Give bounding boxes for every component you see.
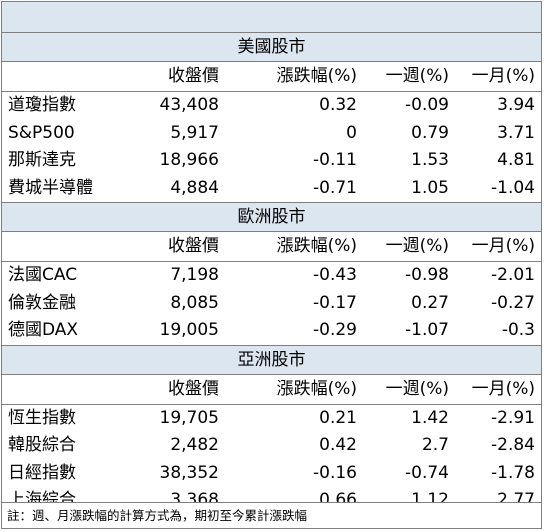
close-value: 18,966 (159, 150, 219, 170)
footnote: 註：週、月漲跌幅的計算方式為，期初至今累計漲跌幅 (2, 502, 541, 528)
header-week: 一週(%) (385, 66, 449, 86)
column-header-row: 收盤價 漲跌幅(%) 一週(%) 一月(%) (2, 375, 541, 405)
table-row: 費城半導體 4,884 -0.71 1.05 -1.04 (2, 175, 541, 203)
table-row: 日經指數 38,352 -0.16 -0.74 -1.78 (2, 460, 541, 488)
month-value: -2.01 (491, 265, 535, 285)
month-value: 3.94 (497, 95, 535, 115)
close-value: 2,482 (170, 435, 219, 455)
close-value: 4,884 (170, 177, 219, 198)
change-value: 0.32 (319, 95, 357, 115)
table-row: 德國DAX 19,005 -0.29 -1.07 -0.3 (2, 317, 541, 345)
header-month: 一月(%) (471, 66, 535, 86)
change-value: -0.11 (313, 150, 357, 170)
index-name: 日經指數 (8, 462, 76, 483)
section-us: 美國股市 收盤價 漲跌幅(%) 一週(%) 一月(%) 道瓊指數 43,408 … (2, 33, 541, 202)
header-month: 一月(%) (471, 378, 535, 399)
close-value: 5,917 (170, 122, 219, 143)
header-close: 收盤價 (168, 236, 219, 256)
header-change: 漲跌幅(%) (276, 236, 357, 256)
month-value: -2.91 (491, 407, 535, 428)
week-value: 0.79 (411, 122, 449, 143)
table-row: 道瓊指數 43,408 0.32 -0.09 3.94 (2, 92, 541, 120)
table-row: 法國CAC 7,198 -0.43 -0.98 -2.01 (2, 262, 541, 290)
table-row: 那斯達克 18,966 -0.11 1.53 4.81 (2, 147, 541, 175)
week-value: -0.74 (405, 462, 449, 483)
week-value: -1.07 (405, 320, 449, 340)
index-name: 費城半導體 (8, 177, 93, 198)
table-row: 恆生指數 19,705 0.21 1.42 -2.91 (2, 405, 541, 433)
header-close: 收盤價 (168, 378, 219, 399)
week-value: 2.7 (421, 435, 449, 455)
section-asia: 亞洲股市 收盤價 漲跌幅(%) 一週(%) 一月(%) 恆生指數 19,705 … (2, 344, 541, 515)
month-value: -1.04 (491, 177, 535, 198)
index-name: 道瓊指數 (8, 95, 76, 115)
column-header-row: 收盤價 漲跌幅(%) 一週(%) 一月(%) (2, 232, 541, 262)
change-value: 0 (346, 122, 357, 143)
week-value: 0.27 (411, 292, 449, 313)
header-month: 一月(%) (471, 236, 535, 256)
month-value: -1.78 (491, 462, 535, 483)
close-value: 19,005 (159, 320, 219, 340)
header-close: 收盤價 (168, 66, 219, 86)
index-name: 韓股綜合 (8, 435, 76, 455)
close-value: 7,198 (170, 265, 219, 285)
table-row: 倫敦金融 8,085 -0.17 0.27 -0.27 (2, 290, 541, 318)
week-value: -0.09 (405, 95, 449, 115)
week-value: -0.98 (405, 265, 449, 285)
month-value: -2.84 (491, 435, 535, 455)
change-value: 0.42 (319, 435, 357, 455)
header-change: 漲跌幅(%) (276, 66, 357, 86)
column-header-row: 收盤價 漲跌幅(%) 一週(%) 一月(%) (2, 62, 541, 92)
month-value: -0.3 (501, 320, 535, 340)
table-top-bar (2, 2, 541, 33)
index-name: 那斯達克 (8, 150, 76, 170)
change-value: -0.16 (313, 462, 357, 483)
change-value: -0.71 (313, 177, 357, 198)
section-title: 歐洲股市 (2, 202, 541, 232)
index-name: 德國DAX (8, 320, 79, 340)
close-value: 19,705 (159, 407, 219, 428)
month-value: 3.71 (497, 122, 535, 143)
section-europe: 歐洲股市 收盤價 漲跌幅(%) 一週(%) 一月(%) 法國CAC 7,198 … (2, 202, 541, 345)
header-change: 漲跌幅(%) (276, 378, 357, 399)
week-value: 1.05 (411, 177, 449, 198)
index-name: 法國CAC (8, 265, 78, 285)
section-title: 美國股市 (2, 33, 541, 62)
header-week: 一週(%) (385, 378, 449, 399)
section-title: 亞洲股市 (2, 344, 541, 375)
close-value: 43,408 (159, 95, 219, 115)
index-name: S&P500 (8, 122, 75, 143)
month-value: 4.81 (497, 150, 535, 170)
table-row: 韓股綜合 2,482 0.42 2.7 -2.84 (2, 432, 541, 460)
change-value: -0.29 (313, 320, 357, 340)
header-week: 一週(%) (385, 236, 449, 256)
month-value: -0.27 (491, 292, 535, 313)
index-name: 恆生指數 (8, 407, 76, 428)
close-value: 8,085 (170, 292, 219, 313)
change-value: -0.43 (313, 265, 357, 285)
index-name: 倫敦金融 (8, 292, 76, 313)
change-value: 0.21 (319, 407, 357, 428)
week-value: 1.42 (411, 407, 449, 428)
change-value: -0.17 (313, 292, 357, 313)
week-value: 1.53 (411, 150, 449, 170)
table-row: S&P500 5,917 0 0.79 3.71 (2, 120, 541, 148)
close-value: 38,352 (159, 462, 219, 483)
